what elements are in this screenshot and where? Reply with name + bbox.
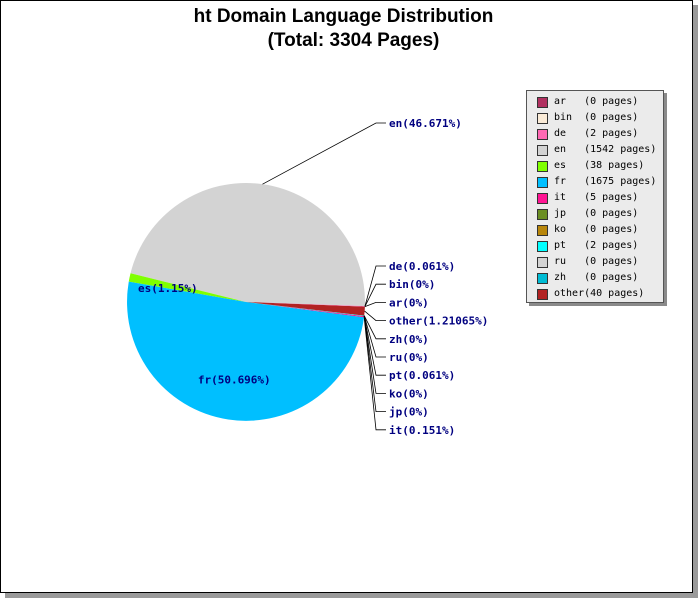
legend-item: ko (0 pages)	[527, 222, 663, 238]
slice-label-es: es(1.15%)	[138, 282, 198, 295]
legend-swatch	[537, 161, 548, 172]
pie-slice-de	[246, 302, 365, 307]
legend-label: bin (0 pages)	[554, 112, 639, 123]
chart-legend: ar (0 pages) bin (0 pages) de (2 pages) en …	[526, 90, 664, 303]
leader-line-bin	[364, 283, 386, 307]
legend-item: other(40 pages)	[527, 286, 663, 302]
slice-label-ko: ko(0%)	[389, 387, 429, 400]
leader-line-pt	[363, 315, 386, 376]
leader-line-ru	[363, 315, 386, 358]
legend-swatch	[537, 225, 548, 236]
slice-label-pt: pt(0.061%)	[389, 369, 455, 382]
legend-item: bin (0 pages)	[527, 110, 663, 126]
legend-item: ar (0 pages)	[527, 94, 663, 110]
pie-slice-fr	[127, 281, 365, 421]
leader-line-jp	[363, 316, 386, 413]
slice-label-jp: jp(0%)	[389, 406, 429, 419]
legend-label: pt (2 pages)	[554, 240, 639, 251]
legend-swatch	[537, 113, 548, 124]
legend-label: it (5 pages)	[554, 192, 639, 203]
legend-swatch	[537, 193, 548, 204]
legend-item: ru (0 pages)	[527, 254, 663, 270]
pie-chart: en(46.671%) fr(50.696%) es(1.15%) de(0.061%…	[127, 117, 488, 437]
slice-label-bin: bin(0%)	[389, 278, 435, 291]
legend-swatch	[537, 257, 548, 268]
legend-label: es (38 pages)	[554, 160, 645, 171]
leader-line-it	[363, 316, 386, 431]
slice-label-en: en(46.671%)	[389, 117, 462, 130]
legend-label: de (2 pages)	[554, 128, 639, 139]
legend-label: ko (0 pages)	[554, 224, 639, 235]
slice-label-ar: ar(0%)	[389, 296, 429, 309]
legend-swatch	[537, 145, 548, 156]
chart-title: ht Domain Language Distribution (Total: …	[1, 5, 694, 53]
legend-swatch	[537, 241, 548, 252]
slice-label-fr: fr(50.696%)	[198, 374, 271, 387]
legend-swatch	[537, 209, 548, 220]
slice-label-de: de(0.061%)	[389, 260, 455, 273]
pie-slice-pt	[246, 302, 365, 317]
pie-slice-en	[130, 182, 366, 307]
chart-frame: ht Domain Language Distribution (Total: …	[0, 0, 693, 593]
legend-swatch	[537, 273, 548, 284]
leader-line-zh	[363, 315, 386, 340]
legend-label: ru (0 pages)	[554, 256, 639, 267]
legend-swatch	[537, 177, 548, 188]
chart-subtitle: (Total: 3304 Pages)	[267, 30, 440, 51]
legend-label: fr (1675 pages)	[554, 176, 657, 187]
legend-label: ar (0 pages)	[554, 96, 639, 107]
leader-line-ar	[364, 301, 386, 307]
slice-label-zh: zh(0%)	[389, 333, 429, 346]
chart-title-text: ht Domain Language Distribution	[193, 6, 494, 27]
legend-label: other(40 pages)	[554, 288, 645, 299]
pie-slice-es	[128, 273, 246, 302]
legend-swatch	[537, 289, 548, 300]
legend-item: jp (0 pages)	[527, 206, 663, 222]
pie-slice-it	[246, 302, 365, 318]
pie-slice-other	[246, 302, 365, 316]
slice-label-other: other(1.21065%)	[389, 315, 488, 328]
legend-swatch	[537, 129, 548, 140]
legend-item: de (2 pages)	[527, 126, 663, 142]
legend-item: fr (1675 pages)	[527, 174, 663, 190]
leader-line-de	[364, 265, 386, 307]
legend-item: zh (0 pages)	[527, 270, 663, 286]
legend-label: jp (0 pages)	[554, 208, 639, 219]
legend-item: it (5 pages)	[527, 190, 663, 206]
legend-item: en (1542 pages)	[527, 142, 663, 158]
legend-swatch	[537, 97, 548, 108]
slice-label-ru: ru(0%)	[389, 351, 429, 364]
legend-item: pt (2 pages)	[527, 238, 663, 254]
leader-line-ko	[363, 316, 386, 394]
legend-label: en (1542 pages)	[554, 144, 657, 155]
legend-item: es (38 pages)	[527, 158, 663, 174]
leader-line-other	[364, 310, 386, 322]
leader-line-en	[262, 122, 386, 185]
slice-label-it: it(0.151%)	[389, 424, 455, 437]
legend-label: zh (0 pages)	[554, 272, 639, 283]
